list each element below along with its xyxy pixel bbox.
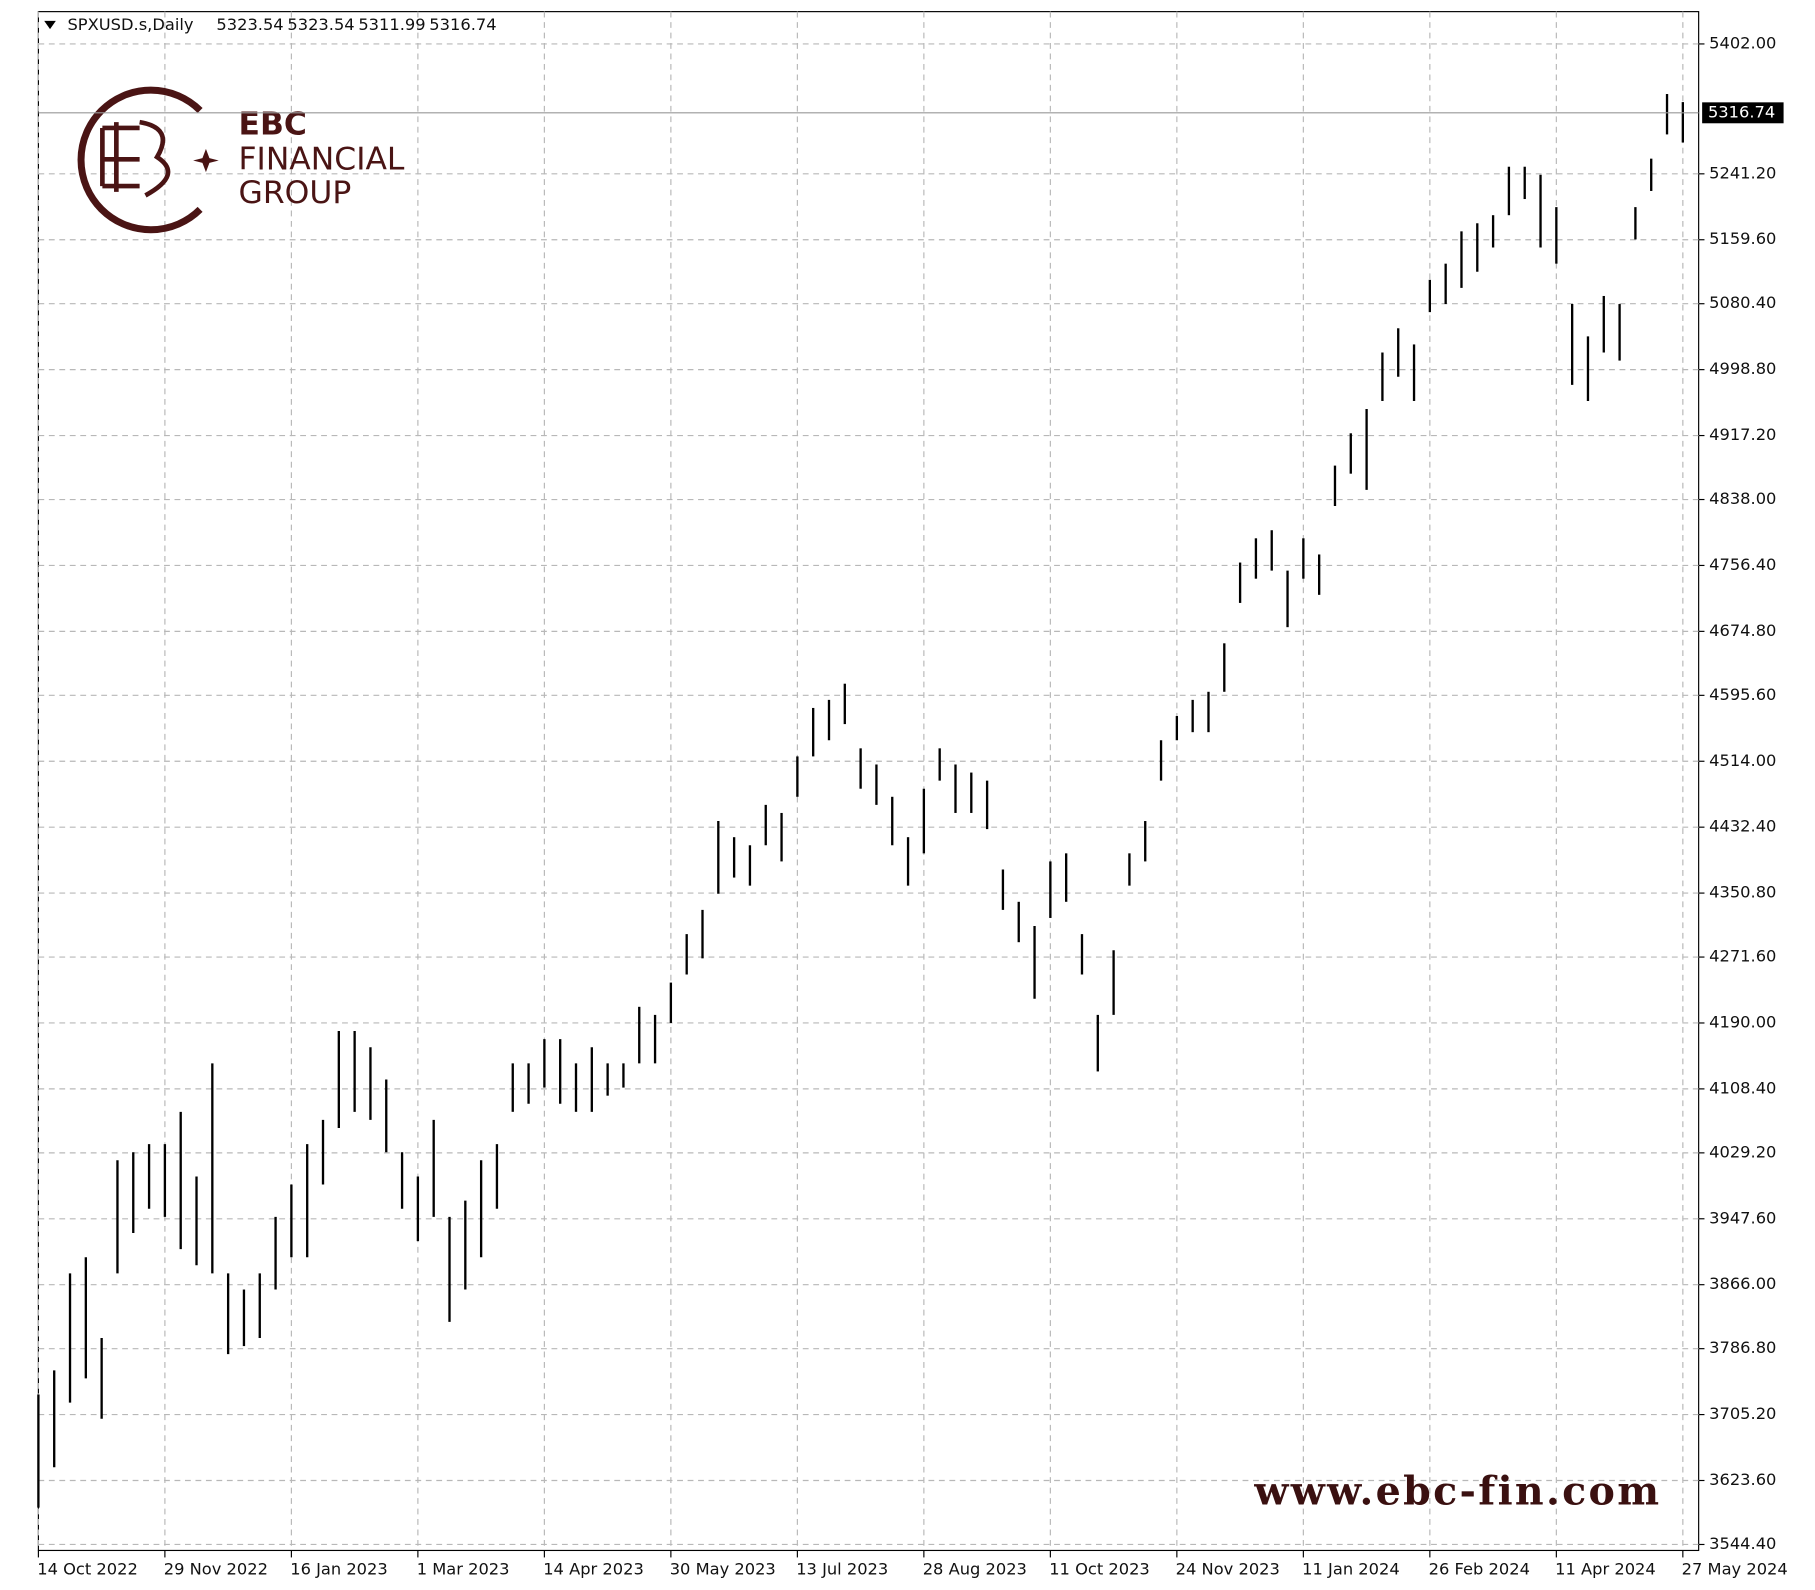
x-tick-label: 13 Jul 2023 (796, 1560, 888, 1579)
x-tick-label: 14 Apr 2023 (543, 1560, 644, 1579)
y-tick-label: 4756.40 (1709, 555, 1776, 574)
x-tick-label: 30 May 2023 (670, 1560, 776, 1579)
logo-mark (100, 119, 171, 198)
x-tick-label: 26 Feb 2024 (1429, 1560, 1530, 1579)
watermark: www.ebc-fin.com (1253, 1469, 1661, 1515)
x-tick-label: 11 Jan 2024 (1302, 1560, 1400, 1579)
logo-ring (77, 86, 203, 234)
quote-value: 5311.99 (358, 15, 425, 34)
plot-frame (37, 11, 1700, 1552)
last-price-box (1702, 102, 1784, 124)
brand-line: FINANCIAL (239, 142, 405, 178)
last-price-label: 5316.74 (1708, 102, 1775, 121)
y-tick-label: 4350.80 (1709, 883, 1776, 902)
y-tick-label: 4595.60 (1709, 685, 1776, 704)
quote-value: 5323.54 (287, 15, 354, 34)
y-tick-label: 5080.40 (1709, 293, 1776, 312)
bars (37, 94, 1685, 1508)
quote-value: 5323.54 (216, 15, 283, 34)
logo: EBC FINANCIAL GROUP (77, 86, 405, 234)
x-tick-label: 11 Apr 2024 (1555, 1560, 1656, 1579)
x-tick-label: 28 Aug 2023 (923, 1560, 1027, 1579)
y-tick-label: 4432.40 (1709, 817, 1776, 836)
y-tick-label: 3947.60 (1709, 1208, 1776, 1227)
y-tick-label: 5402.00 (1709, 33, 1776, 52)
brand-line: GROUP (239, 175, 352, 211)
y-tick-label: 4108.40 (1709, 1078, 1776, 1097)
y-tick-label: 3544.40 (1709, 1534, 1776, 1553)
x-tick-label: 27 May 2024 (1682, 1560, 1788, 1579)
y-tick-label: 4029.20 (1709, 1142, 1776, 1161)
y-tick-label: 4190.00 (1709, 1012, 1776, 1031)
y-tick-label: 5241.20 (1709, 163, 1776, 182)
logo-star (193, 148, 219, 173)
x-tick-label: 16 Jan 2023 (290, 1560, 388, 1579)
x-tick-label: 24 Nov 2023 (1176, 1560, 1280, 1579)
menu-arrow[interactable] (44, 20, 56, 30)
y-tick-label: 3866.00 (1709, 1274, 1776, 1293)
y-tick-label: 4838.00 (1709, 489, 1776, 508)
y-tick-label: 3786.80 (1709, 1338, 1776, 1357)
x-tick-label: 29 Nov 2022 (164, 1560, 268, 1579)
y-tick-label: 3705.20 (1709, 1404, 1776, 1423)
y-tick-label: 3623.60 (1709, 1470, 1776, 1489)
x-tick-label: 11 Oct 2023 (1049, 1560, 1150, 1579)
x-tick-label: 14 Oct 2022 (37, 1560, 138, 1579)
y-tick-label: 4917.20 (1709, 425, 1776, 444)
y-tick-label: 4998.80 (1709, 359, 1776, 378)
y-tick-label: 4674.80 (1709, 621, 1776, 640)
y-tick-label: 5159.60 (1709, 229, 1776, 248)
quote-value: 5316.74 (429, 15, 496, 34)
y-tick-label: 4271.60 (1709, 947, 1776, 966)
quote: 5323.54 5323.54 5311.99 5316.74 (216, 15, 496, 34)
grid (37, 11, 1699, 1551)
brand-name: EBC (239, 107, 307, 143)
y-tick-label: 4514.00 (1709, 751, 1776, 770)
x-tick-label: 1 Mar 2023 (417, 1560, 510, 1579)
symbol: SPXUSD.s,Daily (67, 15, 193, 34)
